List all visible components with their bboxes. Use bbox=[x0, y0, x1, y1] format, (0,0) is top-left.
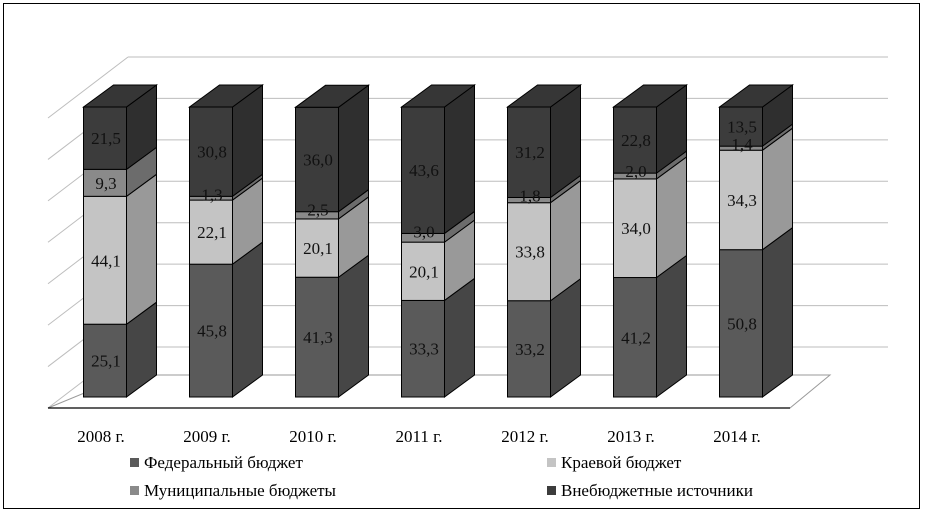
bar-segment bbox=[295, 276, 339, 398]
data-label: 9,3 bbox=[95, 174, 116, 193]
bar-segment-side bbox=[444, 84, 475, 235]
bar-top bbox=[293, 84, 371, 108]
data-label: 1,3 bbox=[201, 185, 222, 204]
bar-segment bbox=[401, 106, 445, 234]
bar-segment bbox=[189, 263, 233, 398]
data-label: 50,8 bbox=[727, 314, 757, 333]
data-label: 41,2 bbox=[621, 328, 651, 347]
data-label: 34,0 bbox=[621, 219, 651, 238]
data-label: 13,5 bbox=[727, 118, 757, 137]
x-tick-label: 2010 г. bbox=[289, 427, 337, 446]
x-tick-label: 2013 г. bbox=[607, 427, 655, 446]
bar-top bbox=[611, 84, 689, 108]
bar-segment bbox=[719, 249, 763, 398]
bar-segment bbox=[507, 202, 551, 302]
bar-segment bbox=[613, 277, 657, 398]
data-label: 43,6 bbox=[409, 161, 439, 180]
bar-segment bbox=[719, 149, 763, 251]
data-label: 22,1 bbox=[197, 223, 227, 242]
data-label: 20,1 bbox=[409, 262, 439, 281]
bar-segment-side bbox=[338, 254, 369, 398]
bar-segment bbox=[189, 199, 233, 265]
bar-top bbox=[717, 84, 795, 108]
data-label: 2,5 bbox=[307, 201, 328, 220]
bar-segment bbox=[295, 218, 339, 278]
bar-segment bbox=[83, 106, 127, 170]
legend-label: Федеральный бюджет bbox=[144, 453, 303, 472]
data-label: 45,8 bbox=[197, 322, 227, 341]
legend-swatch bbox=[130, 458, 139, 467]
legend-swatch bbox=[547, 458, 556, 467]
data-label: 34,3 bbox=[727, 191, 757, 210]
bar-segment bbox=[613, 106, 657, 174]
bar-segment bbox=[189, 106, 233, 197]
legend-swatch bbox=[130, 486, 139, 495]
x-tick-label: 2012 г. bbox=[501, 427, 549, 446]
x-tick-label: 2008 г. bbox=[77, 427, 125, 446]
gridline-side bbox=[47, 56, 129, 119]
bar-segment bbox=[83, 195, 127, 325]
x-tick-label: 2011 г. bbox=[396, 427, 443, 446]
bar-top bbox=[399, 84, 477, 108]
data-label: 36,0 bbox=[303, 150, 333, 169]
data-label: 30,8 bbox=[197, 143, 227, 162]
legend-swatch bbox=[547, 486, 556, 495]
data-label: 33,8 bbox=[515, 243, 545, 262]
data-label: 33,3 bbox=[409, 340, 439, 359]
bar-top bbox=[187, 84, 265, 108]
data-label: 1,8 bbox=[519, 186, 540, 205]
data-label: 21,5 bbox=[91, 129, 121, 148]
data-label: 31,2 bbox=[515, 143, 545, 162]
data-label: 1,4 bbox=[731, 135, 753, 154]
data-label: 41,3 bbox=[303, 328, 333, 347]
bar-segment bbox=[83, 323, 127, 398]
bar-top bbox=[505, 84, 583, 108]
data-label: 2,0 bbox=[625, 162, 646, 181]
bar-top bbox=[81, 84, 159, 108]
data-label: 25,1 bbox=[91, 352, 121, 371]
legend-label: Внебюджетные источники bbox=[561, 481, 753, 500]
data-label: 33,2 bbox=[515, 340, 545, 359]
x-tick-label: 2014 г. bbox=[713, 427, 761, 446]
data-label: 22,8 bbox=[621, 131, 651, 150]
bar-segment bbox=[719, 106, 763, 147]
bar-segment-side bbox=[762, 226, 793, 398]
bar-segment bbox=[507, 106, 551, 198]
legend-label: Краевой бюджет bbox=[561, 453, 682, 472]
legend-label: Муниципальные бюджеты bbox=[144, 481, 337, 500]
bar-segment bbox=[401, 299, 445, 398]
bar-segment-side bbox=[656, 254, 687, 398]
x-tick-label: 2009 г. bbox=[183, 427, 231, 446]
data-label: 20,1 bbox=[303, 239, 333, 258]
data-label: 44,1 bbox=[91, 251, 121, 270]
bar-segment-side bbox=[232, 241, 263, 398]
bar-segment-side bbox=[126, 173, 157, 326]
bar-segment bbox=[507, 300, 551, 398]
data-label: 3,0 bbox=[413, 222, 434, 241]
